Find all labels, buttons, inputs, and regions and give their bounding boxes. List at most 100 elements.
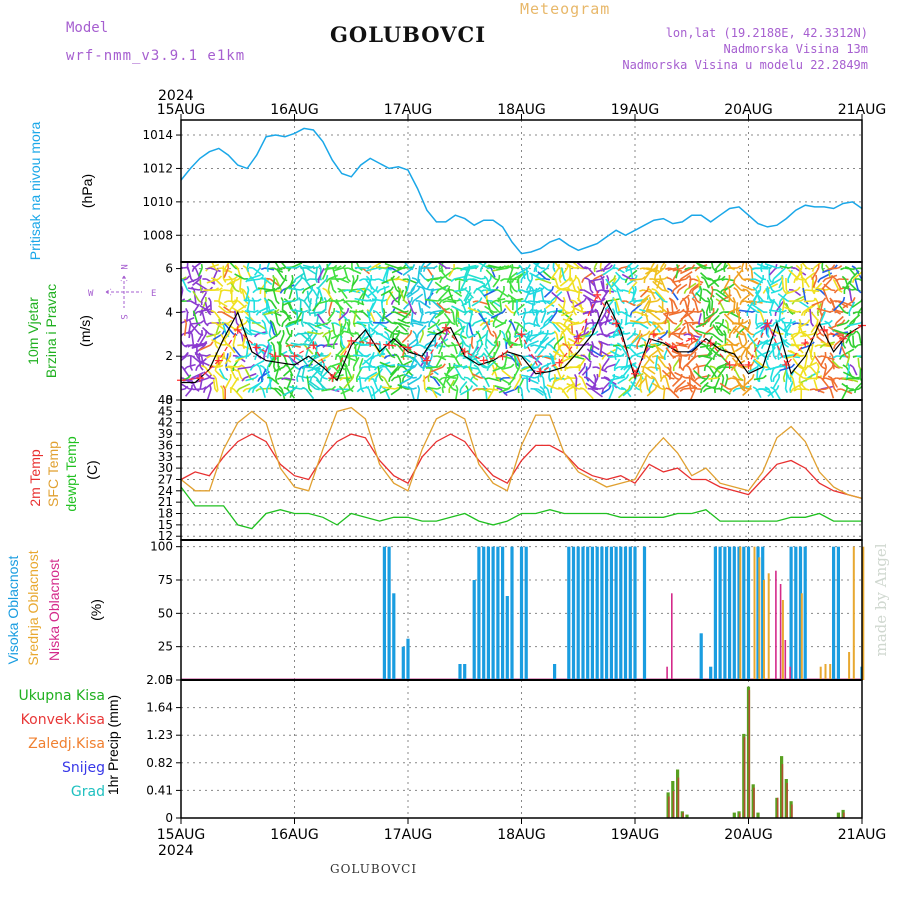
wind-barb bbox=[543, 289, 553, 298]
wind-barb-head bbox=[409, 322, 415, 325]
wind-barb-head bbox=[596, 289, 602, 293]
y-tick-label: 1.64 bbox=[146, 701, 173, 715]
wind-barb bbox=[802, 305, 813, 313]
cloud-bar-high bbox=[477, 546, 481, 680]
wind-barb-head bbox=[708, 332, 713, 335]
wind-barb bbox=[343, 377, 354, 389]
wind-barb-head bbox=[302, 386, 307, 390]
cloud-bar-mid bbox=[739, 546, 742, 680]
wind-barb-head bbox=[342, 276, 347, 280]
wind-barb bbox=[228, 344, 236, 354]
wind-barb-head bbox=[562, 342, 567, 346]
wind-barb bbox=[557, 287, 567, 291]
wind-barb bbox=[181, 338, 185, 346]
wind-barb-head bbox=[845, 377, 850, 381]
y-tick-label: 1010 bbox=[142, 195, 173, 209]
wind-barb bbox=[546, 388, 551, 399]
wind-barb-head bbox=[830, 274, 833, 280]
wind-barb bbox=[615, 300, 621, 314]
wind-barb bbox=[608, 355, 622, 359]
wind-barb-head bbox=[322, 344, 327, 349]
wind-barb-head bbox=[789, 377, 792, 383]
wind-barb-head bbox=[239, 289, 243, 294]
wind-barb bbox=[424, 262, 433, 269]
wind-barb-head bbox=[558, 386, 563, 390]
wind-barb-head bbox=[339, 344, 344, 349]
wind-barb bbox=[401, 333, 412, 344]
wind-barb bbox=[417, 270, 426, 280]
wind-barb bbox=[432, 300, 442, 310]
wind-barb-head bbox=[528, 308, 533, 313]
wind-barb bbox=[639, 289, 649, 298]
wind-barb-head bbox=[284, 341, 290, 346]
model-altitude: Nadmorska Visina u modelu 22.2849m bbox=[622, 58, 868, 72]
wind-barb bbox=[822, 287, 829, 302]
wind-barb-head bbox=[685, 275, 690, 280]
wind-barb bbox=[244, 372, 257, 379]
wind-barb bbox=[854, 267, 862, 280]
wind-barb bbox=[428, 312, 438, 324]
wind-barb-head bbox=[701, 377, 706, 380]
wind-barb-head bbox=[673, 388, 677, 394]
wind-barb bbox=[554, 335, 564, 346]
wind-barb bbox=[263, 311, 277, 316]
wind-barb-head bbox=[769, 311, 772, 317]
wind-barb-head bbox=[672, 322, 678, 325]
wind-barb-head bbox=[781, 363, 786, 368]
wind-barb bbox=[698, 262, 708, 269]
wind-barb-head bbox=[281, 377, 286, 381]
wind-barb bbox=[426, 278, 434, 290]
cloud-high-label: Visoka Oblacnost bbox=[5, 556, 21, 665]
wind-barb-head bbox=[533, 300, 536, 306]
wind-barb bbox=[492, 278, 500, 288]
wind-barb bbox=[280, 262, 287, 269]
wind-barb bbox=[680, 271, 693, 280]
wind-barb bbox=[223, 267, 230, 279]
gust-marker bbox=[252, 343, 261, 352]
wind-barb-head bbox=[562, 296, 566, 302]
wind-barb-head bbox=[242, 265, 247, 269]
wind-barb-head bbox=[409, 329, 413, 335]
wind-barb bbox=[688, 323, 699, 335]
wind-barb bbox=[418, 333, 424, 344]
wind-barb bbox=[665, 347, 673, 357]
wind-barb bbox=[476, 366, 483, 376]
wind-barb bbox=[540, 287, 545, 302]
gust-marker bbox=[744, 360, 753, 369]
wind-barb bbox=[581, 377, 588, 389]
wind-barb-head bbox=[368, 377, 372, 382]
wind-barb-head bbox=[800, 276, 805, 280]
wind-barb bbox=[463, 289, 471, 302]
wind-barb bbox=[443, 312, 453, 324]
wind-barb bbox=[818, 312, 824, 324]
wind-barb bbox=[366, 289, 377, 298]
wind-barb bbox=[529, 272, 542, 280]
wind-barb-head bbox=[231, 300, 235, 305]
wind-barb bbox=[509, 355, 520, 367]
wind-barb-head bbox=[412, 387, 417, 390]
wind-barb bbox=[570, 277, 576, 291]
wind-barb bbox=[820, 340, 831, 346]
wind-barb-head bbox=[727, 286, 731, 291]
wind-barb bbox=[382, 268, 389, 280]
wind-barb bbox=[486, 278, 491, 291]
wind-barb bbox=[459, 335, 467, 346]
wind-barb bbox=[313, 359, 326, 368]
wind-barb-head bbox=[702, 333, 706, 339]
wind-barb-head bbox=[560, 330, 565, 335]
wind-barb bbox=[670, 300, 674, 314]
wind-barb-head bbox=[300, 298, 305, 302]
wind-barb bbox=[537, 271, 547, 280]
wind-barb bbox=[608, 388, 615, 400]
wind-barb bbox=[571, 305, 583, 313]
wind-barb bbox=[490, 311, 504, 319]
wind-barb bbox=[269, 278, 280, 287]
cloud-bar-high bbox=[590, 546, 594, 680]
x-tick-label-top: 16AUG bbox=[270, 102, 319, 118]
wind-barb bbox=[704, 384, 717, 390]
wind-barb-head bbox=[777, 363, 782, 368]
wind-barb-head bbox=[789, 311, 794, 315]
wind-barb bbox=[468, 298, 472, 313]
wind-barb-head bbox=[318, 264, 322, 269]
wind-barb bbox=[755, 322, 765, 330]
